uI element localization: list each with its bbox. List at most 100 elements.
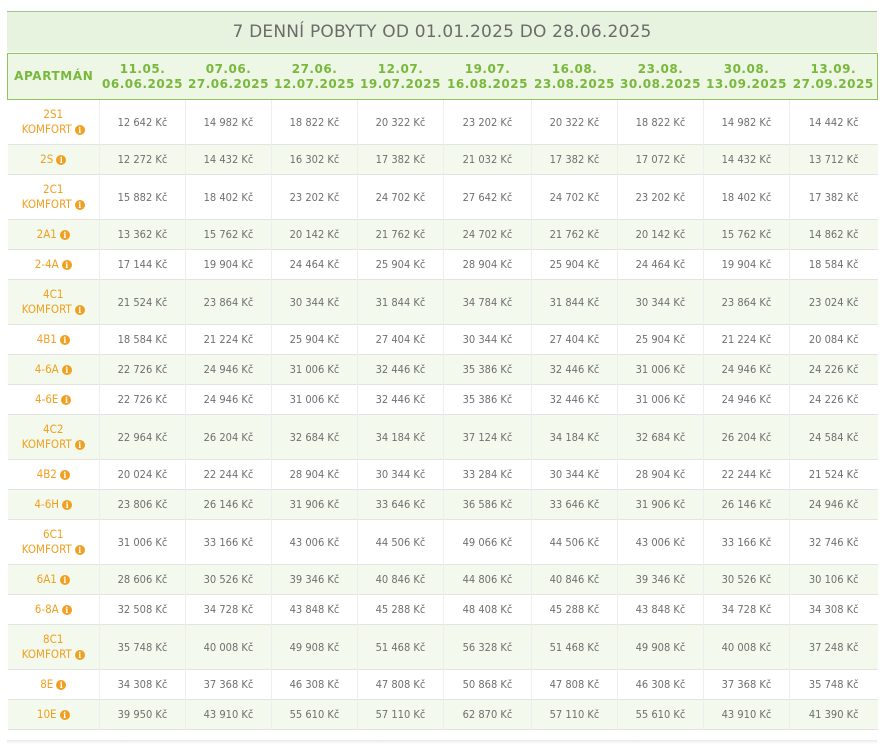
info-icon[interactable]: i	[59, 575, 70, 585]
apartment-cell[interactable]: 6A1 i	[7, 564, 100, 595]
price-cell: 17 382 Kč	[808, 190, 859, 204]
apartment-name[interactable]: 4C1	[43, 287, 64, 301]
price-cell: 24 946 Kč	[185, 354, 272, 385]
price-cell: 36 586 Kč	[443, 489, 532, 520]
apartment-name[interactable]: KOMFORT	[21, 122, 72, 136]
apartment-cell[interactable]: 4C2 KOMFORT i	[7, 414, 100, 460]
apartment-name[interactable]: 4-6A	[34, 362, 59, 376]
table-row: 8E i 34 308 Kč 37 368 Kč 46 308 Kč 47 808 Kč 5…	[7, 669, 878, 700]
apartment-cell[interactable]: 10E i	[7, 699, 100, 730]
apartment-cell[interactable]: 8C1 KOMFORT i	[7, 624, 100, 670]
apartment-cell[interactable]: 6-8A i	[7, 594, 100, 625]
price-cell: 30 344 Kč	[617, 279, 704, 325]
price-cell: 30 344 Kč	[271, 279, 358, 325]
period-column-header: 19.07. 16.08.2025	[443, 53, 532, 100]
price-cell: 30 526 Kč	[185, 564, 272, 595]
price-cell: 31 844 Kč	[531, 279, 618, 325]
price-cell: 23 202 Kč	[443, 99, 532, 145]
price-cell: 49 066 Kč	[443, 519, 532, 565]
info-icon[interactable]: i	[62, 500, 73, 510]
price-cell: 13 712 Kč	[808, 153, 859, 166]
apartment-name[interactable]: 4C2	[43, 422, 64, 436]
table-row: 6C1 KOMFORT i 31 006 Kč 33 166 Kč 43 006 Kč 44…	[7, 519, 878, 565]
info-icon[interactable]: i	[61, 395, 72, 405]
period-end-date: 30.08.2025	[620, 76, 701, 91]
table-row: 4C1 KOMFORT i 21 524 Kč 23 864 Kč 30 344 Kč 31…	[7, 279, 878, 325]
price-cell: 25 904 Kč	[357, 249, 444, 280]
price-cell: 43 848 Kč	[617, 594, 704, 625]
apartment-name[interactable]: 2-4A	[34, 257, 59, 271]
info-icon[interactable]: i	[74, 650, 85, 660]
info-icon[interactable]: i	[74, 545, 85, 555]
apartment-name[interactable]: KOMFORT	[21, 542, 72, 556]
apartment-name[interactable]: 8C1	[43, 632, 64, 646]
apartment-cell[interactable]: 4B2 i	[7, 459, 100, 490]
period-column-header: 13.09. 27.09.2025	[789, 53, 878, 100]
info-icon[interactable]: i	[61, 605, 72, 615]
price-cell: 24 702 Kč	[357, 174, 444, 220]
apartment-name[interactable]: 4-6E	[35, 392, 59, 406]
apartment-cell[interactable]: 6C1 KOMFORT i	[7, 519, 100, 565]
apartment-cell[interactable]: 4-6H i	[7, 489, 100, 520]
info-icon[interactable]: i	[74, 440, 85, 450]
apartment-name[interactable]: 4B2	[36, 467, 57, 481]
apartment-cell[interactable]: 2S i	[7, 144, 100, 175]
apartment-cell[interactable]: 4-6E i	[7, 384, 100, 415]
apartment-name[interactable]: 2A1	[36, 227, 57, 241]
apartment-name[interactable]: KOMFORT	[21, 197, 72, 211]
apartment-name[interactable]: 4B1	[36, 332, 57, 346]
apartment-name[interactable]: KOMFORT	[21, 437, 72, 451]
price-cell: 32 508 Kč	[99, 594, 186, 625]
info-icon[interactable]: i	[74, 305, 85, 315]
apartment-name[interactable]: 10E	[36, 707, 57, 721]
apartment-name[interactable]: 6A1	[36, 572, 57, 586]
price-cell: 19 904 Kč	[185, 249, 272, 280]
info-icon[interactable]: i	[59, 335, 70, 345]
apartment-cell[interactable]: 8E i	[7, 669, 100, 700]
apartment-cell[interactable]: 4C1 KOMFORT i	[7, 279, 100, 325]
price-cell: 20 322 Kč	[357, 99, 444, 145]
period-end-date: 13.09.2025	[706, 76, 787, 91]
apartment-cell[interactable]: 2C1 KOMFORT i	[7, 174, 100, 220]
price-cell: 45 288 Kč	[531, 594, 618, 625]
price-cell: 32 446 Kč	[357, 354, 444, 385]
info-icon[interactable]: i	[56, 155, 67, 165]
info-icon[interactable]: i	[61, 365, 72, 375]
apartment-cell[interactable]: 2A1 i	[7, 219, 100, 250]
info-icon[interactable]: i	[74, 125, 85, 135]
price-cell: 22 726 Kč	[99, 384, 186, 415]
apartment-name[interactable]: 8E	[40, 677, 54, 691]
price-cell: 26 146 Kč	[185, 489, 272, 520]
price-cell: 15 762 Kč	[703, 219, 790, 250]
apartment-name[interactable]: KOMFORT	[21, 647, 72, 661]
period-column-header: 23.08. 30.08.2025	[617, 53, 704, 100]
price-cell: 27 404 Kč	[357, 324, 444, 355]
price-cell: 34 728 Kč	[703, 594, 790, 625]
info-icon[interactable]: i	[74, 200, 85, 210]
apartment-cell[interactable]: 4B1 i	[7, 324, 100, 355]
apartment-cell[interactable]: 4-6A i	[7, 354, 100, 385]
apartment-name[interactable]: KOMFORT	[21, 302, 72, 316]
price-cell: 35 386 Kč	[443, 354, 532, 385]
apartment-name[interactable]: 2S	[40, 152, 54, 166]
price-cell: 31 844 Kč	[357, 279, 444, 325]
apartment-name[interactable]: 2C1	[43, 182, 64, 196]
apartment-name[interactable]: 6C1	[43, 527, 64, 541]
apartment-name[interactable]: 4-6H	[34, 497, 60, 511]
price-cell: 24 226 Kč	[808, 393, 859, 406]
apartment-cell[interactable]: 2-4A i	[7, 249, 100, 280]
price-cell: 57 110 Kč	[531, 699, 618, 730]
price-cell: 56 328 Kč	[443, 624, 532, 670]
info-icon[interactable]: i	[61, 260, 72, 270]
info-icon[interactable]: i	[59, 470, 70, 480]
info-icon[interactable]: i	[56, 680, 67, 690]
apartment-name[interactable]: 6-8A	[34, 602, 59, 616]
price-cell: 27 642 Kč	[443, 174, 532, 220]
info-icon[interactable]: i	[59, 710, 70, 720]
period-start-date: 07.06.	[205, 61, 252, 76]
info-icon[interactable]: i	[59, 230, 70, 240]
apartment-cell[interactable]: 2S1 KOMFORT i	[7, 99, 100, 145]
price-cell: 18 822 Kč	[617, 99, 704, 145]
apartment-name[interactable]: 2S1	[43, 107, 64, 121]
price-cell: 40 846 Kč	[531, 564, 618, 595]
